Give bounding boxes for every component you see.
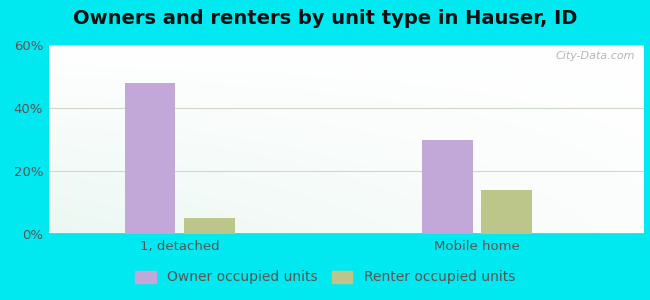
Bar <box>184 218 235 234</box>
Bar <box>482 190 532 234</box>
Bar <box>422 140 473 234</box>
Text: Owners and renters by unit type in Hauser, ID: Owners and renters by unit type in Hause… <box>73 9 577 28</box>
Legend: Owner occupied units, Renter occupied units: Owner occupied units, Renter occupied un… <box>129 265 521 290</box>
Text: City-Data.com: City-Data.com <box>555 51 634 61</box>
Bar <box>125 83 175 234</box>
